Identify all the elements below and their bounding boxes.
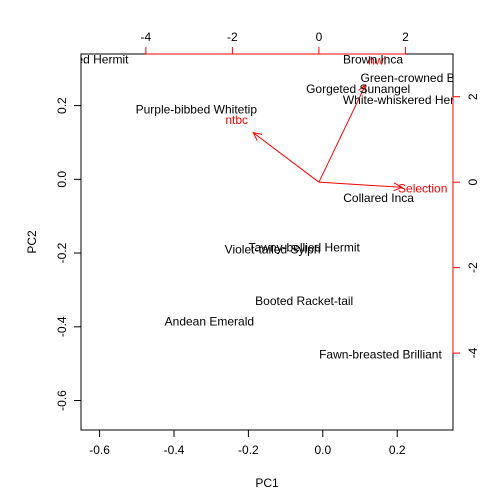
point-label: Gorgeted Sunangel [306, 82, 410, 96]
arrow-head [252, 131, 263, 141]
point-label: Collared Inca [343, 191, 414, 205]
bottom-x-axis: -0.6 -0.4 -0.2 0.0 0.2 [89, 429, 406, 457]
point-label: Brown Inca [343, 53, 403, 67]
top-tick-label: -4 [141, 30, 152, 44]
loading-arrow-selection: Selection [318, 181, 447, 196]
left-tick-label: -0.2 [55, 242, 69, 263]
left-tick-label: -0.6 [55, 390, 69, 411]
loading-arrow-ntbc: ntbc [225, 113, 320, 183]
point-label: White-whiskered Hermit [343, 93, 471, 107]
left-tick-label: 0.0 [55, 171, 69, 188]
point-label: Fawn-breasted Brilliant [319, 347, 442, 361]
point-label: Violet-tailed Sylph [225, 242, 321, 256]
right-y-axis: -4 -2 0 2 [452, 93, 480, 358]
right-tick-label: 2 [466, 93, 480, 100]
right-tick-label: 0 [466, 179, 480, 186]
point-label: Andean Emerald [165, 314, 254, 328]
loading-label: Selection [398, 182, 447, 196]
loading-arrows: hwl ntbc Selection [225, 53, 447, 196]
loading-label: ntbc [225, 113, 248, 127]
point-label: Bronze-throated Hermit [4, 53, 129, 67]
bottom-tick-label: 0.0 [314, 443, 331, 457]
bottom-tick-label: -0.4 [164, 443, 185, 457]
point-label: Booted Racket-tail [255, 294, 353, 308]
bottom-tick-label: 0.2 [389, 443, 406, 457]
arrow-head [358, 83, 367, 94]
arrow-shaft [252, 132, 320, 183]
left-y-axis: -0.6 -0.4 -0.2 0.0 0.2 [55, 97, 82, 411]
top-x-axis: -4 -2 0 2 [141, 30, 409, 55]
point-label: Tawny-bellied Hermit [249, 241, 361, 255]
left-tick-label: 0.2 [55, 97, 69, 114]
loading-label: hwl [368, 53, 386, 67]
x-axis-title: PC1 [255, 476, 279, 490]
point-label: Green-crowned Brilliant [361, 71, 487, 85]
y-axis-title: PC2 [25, 230, 39, 254]
loading-arrow-hwl: hwl [318, 53, 386, 183]
arrow-shaft [318, 181, 402, 188]
right-tick-label: -2 [466, 262, 480, 273]
top-tick-label: 2 [402, 30, 409, 44]
right-tick-label: -4 [466, 347, 480, 358]
bottom-tick-label: -0.6 [89, 443, 110, 457]
top-tick-label: -2 [227, 30, 238, 44]
point-labels: Bronze-throated Hermit Purple-bibbed Whit… [4, 53, 487, 361]
top-tick-label: 0 [316, 30, 323, 44]
arrow-head [393, 182, 404, 192]
bottom-tick-label: -0.2 [238, 443, 259, 457]
left-tick-label: -0.4 [55, 316, 69, 337]
arrow-shaft [318, 84, 367, 183]
point-label: Purple-bibbed Whitetip [136, 102, 258, 116]
